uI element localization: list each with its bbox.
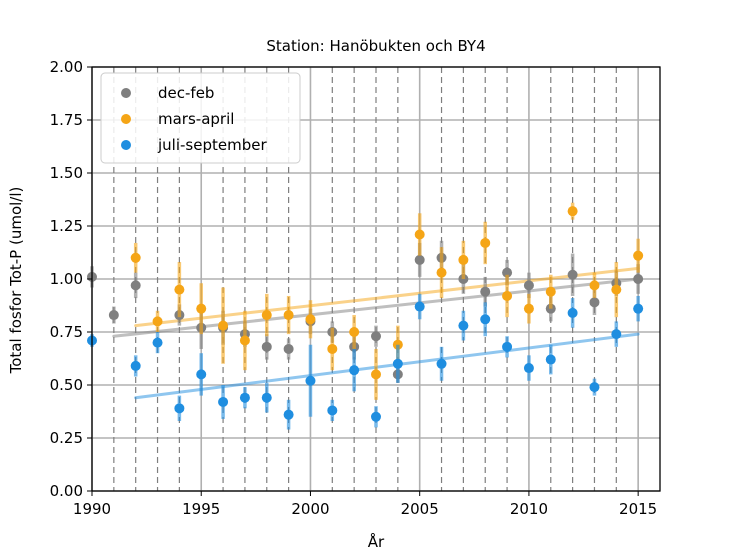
data-point [305,314,316,325]
data-point [239,335,250,346]
data-point [523,303,534,314]
y-tick-label: 0.75 [50,323,83,341]
data-point [283,343,294,354]
data-point [174,284,185,295]
data-point [261,392,272,403]
data-point [327,343,338,354]
data-point [633,303,644,314]
legend-marker [121,114,131,124]
data-point [502,267,513,278]
data-point [196,303,207,314]
data-point [480,314,491,325]
data-point [349,365,360,376]
data-point [545,354,556,365]
legend-label: mars-april [158,110,234,128]
y-axis-label: Total fosfor Tot-P (umol/l) [7,187,25,375]
data-point [414,301,425,312]
y-tick-label: 0.50 [50,376,83,394]
data-point [327,405,338,416]
data-point [371,369,381,380]
legend-label: dec-feb [158,84,214,102]
x-tick-label: 1990 [73,500,111,518]
data-point [589,382,600,393]
y-tick-label: 0.25 [50,429,83,447]
data-point [480,286,491,297]
trend-line-mars-april [134,266,640,328]
y-tick-label: 1.75 [50,111,83,129]
y-tick-label: 0.00 [50,482,83,500]
data-point [130,360,141,371]
data-point [611,329,622,340]
y-tick-label: 2.00 [50,58,83,76]
data-point [392,358,403,369]
data-point [218,320,229,331]
data-point [371,331,381,342]
data-point [545,286,556,297]
data-point [436,358,447,369]
data-point [152,316,163,327]
data-point [305,375,316,386]
data-point [108,310,119,321]
y-tick-label: 1.00 [50,270,83,288]
data-point [633,250,644,261]
data-point [589,297,600,308]
data-point [283,409,294,420]
data-point [502,290,513,301]
trend-line-juli-september [134,332,640,400]
y-tick-label: 1.25 [50,217,83,235]
data-point [283,310,294,321]
data-point [239,392,250,403]
data-point [349,327,360,337]
data-point [480,237,491,248]
data-point [567,269,578,280]
data-point [174,403,185,414]
data-point [567,307,578,318]
legend-marker [121,140,131,150]
x-tick-label: 2010 [510,500,548,518]
legend-label: juli-september [157,136,267,154]
data-point [523,363,534,374]
data-point [261,341,272,352]
x-tick-label: 2000 [291,500,329,518]
data-point [261,310,272,321]
data-point [371,411,381,422]
x-tick-label: 1995 [182,500,220,518]
data-point [414,229,425,240]
x-tick-label: 2015 [619,500,657,518]
y-tick-label: 1.50 [50,164,83,182]
data-point [152,337,163,348]
legend-box [100,72,301,164]
chart-title: Station: Hanöbukten och BY4 [266,37,485,55]
legend-marker [121,88,131,98]
data-point [567,206,578,217]
data-point [458,254,469,265]
data-point [589,280,600,291]
data-point [611,284,622,295]
data-point [218,396,229,407]
data-point [502,341,513,352]
data-point [414,254,425,265]
data-point [130,252,141,263]
data-point [633,274,644,284]
data-point [523,280,534,291]
x-axis-label: År [368,532,385,551]
data-point [130,280,141,291]
data-point [458,320,469,331]
data-point [436,267,447,278]
x-tick-label: 2005 [401,500,439,518]
data-point [196,369,207,380]
